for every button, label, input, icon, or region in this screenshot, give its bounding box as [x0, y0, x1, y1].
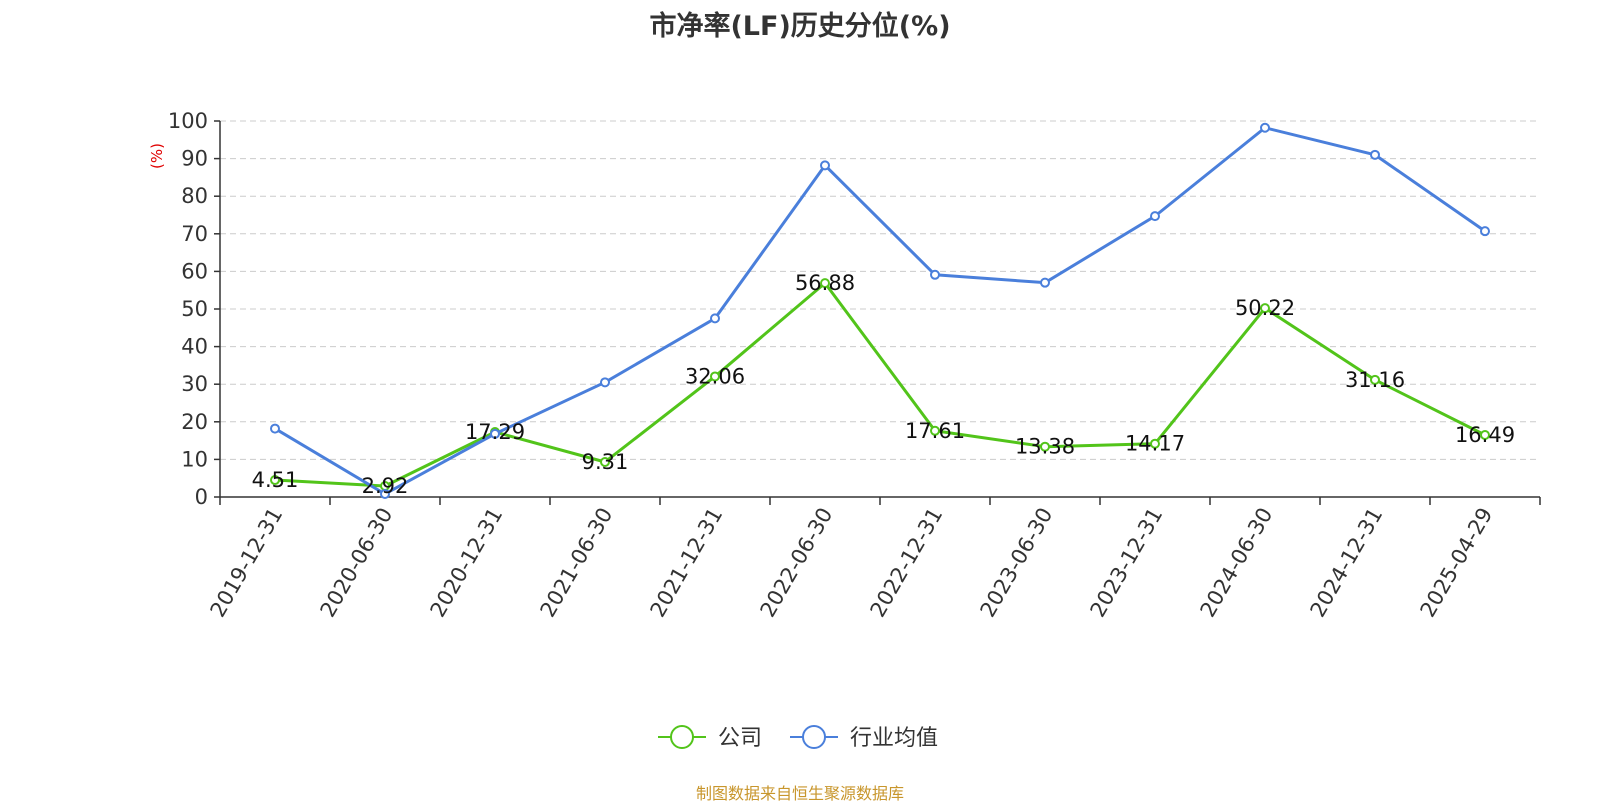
data-source-note: 制图数据来自恒生聚源数据库: [695, 784, 904, 803]
x-tick-label: 2025-04-29: [1416, 504, 1498, 622]
data-point: [930, 269, 940, 280]
data-label: 9.31: [582, 450, 629, 474]
x-tick-label: 2024-12-31: [1306, 504, 1388, 622]
data-label: 17.29: [465, 420, 525, 444]
x-tick-label: 2024-06-30: [1196, 504, 1278, 622]
x-tick-label: 2023-06-30: [976, 504, 1058, 622]
data-point: [1370, 149, 1380, 160]
data-label: 14.17: [1125, 432, 1185, 456]
data-point: [710, 371, 720, 382]
data-point: [820, 278, 830, 289]
y-tick-label: 80: [181, 184, 208, 208]
data-point: [600, 377, 610, 388]
data-label: 50.22: [1235, 296, 1295, 320]
data-point: [710, 313, 720, 324]
data-point: [1150, 438, 1160, 449]
data-point: [820, 160, 830, 171]
y-tick-label: 70: [181, 222, 208, 246]
data-point: [270, 475, 280, 486]
y-tick-label: 50: [181, 297, 208, 321]
legend-item: 公司: [658, 725, 762, 751]
y-tick-label: 60: [181, 259, 208, 283]
data-point: [1040, 441, 1050, 452]
series-layer: [270, 122, 1490, 499]
data-point: [1260, 122, 1270, 133]
data-label: 16.49: [1455, 423, 1515, 447]
x-tick-label: 2019-12-31: [206, 504, 288, 622]
data-point: [1040, 277, 1050, 288]
legend-item: 行业均值: [790, 725, 938, 751]
grid-lines: [220, 120, 1540, 460]
data-point: [600, 456, 610, 467]
data-point: [930, 425, 940, 436]
x-tick-label: 2023-12-31: [1086, 504, 1168, 622]
data-point: [380, 488, 390, 499]
chart-title: 市净率(LF)历史分位(%): [649, 11, 951, 42]
data-label: 17.61: [905, 419, 965, 443]
legend-marker-1: [802, 725, 826, 749]
legend: 公司 行业均值: [658, 725, 938, 751]
data-label: 32.06: [685, 364, 745, 388]
data-point: [1260, 303, 1270, 314]
data-label: 13.38: [1015, 435, 1075, 459]
data-labels: 4.51 2.92 17.29 9.31 32.06 56.88 17.61 13.38 14.…: [252, 271, 1515, 498]
data-point: [1480, 226, 1490, 237]
series-line-0: [274, 281, 1486, 488]
y-tick-label: 30: [181, 372, 208, 396]
y-tick-label: 10: [181, 447, 208, 471]
x-tick-label: 2020-06-30: [316, 504, 398, 622]
x-tick-label: 2020-12-31: [426, 504, 508, 622]
y-tick-label: 90: [181, 147, 208, 171]
data-point: [270, 423, 280, 434]
x-tick-label: 2022-06-30: [756, 504, 838, 622]
y-tick-label: 100: [168, 109, 208, 133]
data-point: [490, 428, 500, 439]
x-axis-ticks: 2019-12-31 2020-06-30 2020-12-31 2021-06-30…: [206, 497, 1541, 622]
y-axis-unit-label: (%): [148, 143, 166, 169]
series-line-1: [274, 126, 1486, 496]
y-tick-label: 40: [181, 335, 208, 359]
x-tick-label: 2022-12-31: [866, 504, 948, 622]
x-tick-label: 2021-06-30: [536, 504, 618, 622]
data-label: 4.51: [252, 468, 299, 492]
x-tick-label: 2021-12-31: [646, 504, 728, 622]
y-tick-label: 20: [181, 410, 208, 434]
data-point: [1150, 211, 1160, 222]
legend-label: 行业均值: [850, 726, 938, 751]
data-label: 56.88: [795, 271, 855, 295]
data-label: 31.16: [1345, 368, 1405, 392]
y-axis-ticks: 0 10 20 30 40 50 60 70 80 90 100: [168, 109, 220, 509]
legend-marker-0: [670, 725, 694, 749]
y-tick-label: 0: [195, 485, 208, 509]
legend-label: 公司: [718, 726, 762, 751]
data-label: 2.92: [362, 474, 409, 498]
data-point: [1370, 374, 1380, 385]
data-point: [1480, 429, 1490, 440]
